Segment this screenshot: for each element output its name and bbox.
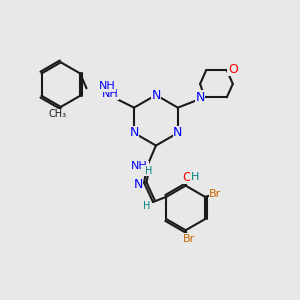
Text: CH₃: CH₃ — [49, 109, 67, 119]
Text: N: N — [195, 91, 205, 104]
Text: N: N — [129, 126, 139, 140]
Text: N: N — [134, 178, 143, 191]
Text: NH: NH — [102, 89, 119, 99]
Text: Br: Br — [209, 189, 221, 199]
Text: H: H — [190, 172, 199, 182]
Text: NH: NH — [99, 81, 116, 91]
Text: H: H — [143, 202, 151, 212]
Text: Br: Br — [182, 234, 195, 244]
Text: O: O — [182, 171, 192, 184]
Text: N: N — [173, 126, 182, 140]
Text: O: O — [228, 62, 238, 76]
Text: NH: NH — [131, 161, 148, 171]
Text: N: N — [151, 88, 160, 101]
Text: H: H — [145, 166, 152, 176]
